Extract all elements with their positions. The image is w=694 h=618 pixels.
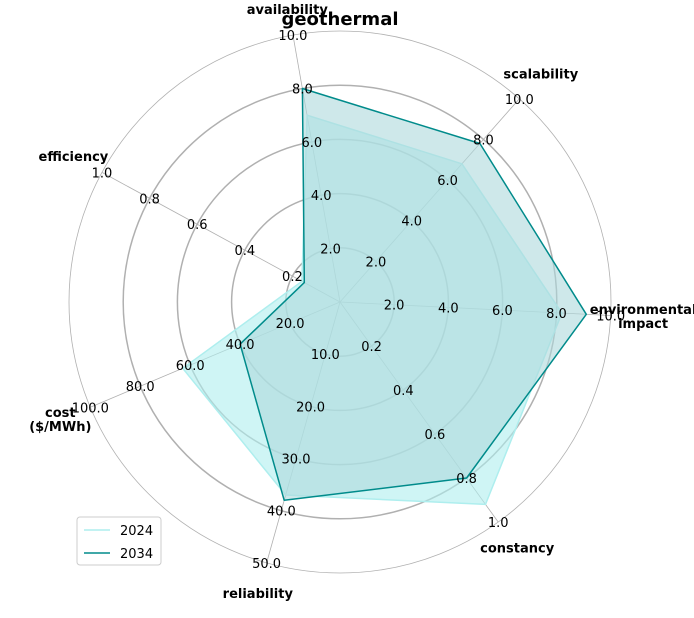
tick-label: 100.0 [72, 401, 109, 416]
tick-label: 0.2 [282, 270, 303, 285]
tick-label: 20.0 [276, 317, 305, 332]
tick-label: 6.0 [492, 304, 513, 319]
tick-label: 50.0 [252, 557, 281, 572]
axis-label-reliability: reliability [223, 587, 294, 602]
tick-label: 0.8 [456, 472, 477, 487]
tick-label: 0.6 [425, 428, 446, 443]
tick-label: 40.0 [226, 338, 255, 353]
axis-label-constancy: constancy [480, 541, 555, 556]
axis-label-resource-availability: resourceavailability [247, 0, 329, 18]
legend: 2024 2034 [76, 516, 162, 566]
tick-label: 40.0 [267, 505, 296, 520]
tick-label: 0.6 [187, 218, 208, 233]
tick-label: 2.0 [320, 243, 341, 258]
series-line-2034 [239, 87, 588, 502]
axis-label-cost-mwh: cost ($/MWh) [29, 406, 91, 435]
tick-label: 60.0 [176, 359, 205, 374]
tick-label: 8.0 [292, 83, 313, 98]
spoke-7 [101, 172, 341, 303]
grid-ring-5 [68, 30, 612, 574]
tick-label: 4.0 [311, 189, 332, 204]
tick-label: 20.0 [296, 400, 325, 415]
axis-label-efficiency: efficiency [39, 150, 109, 165]
tick-label: 1.0 [488, 516, 509, 531]
series-fill-2034 [240, 88, 587, 501]
tick-label: 0.8 [139, 192, 160, 207]
axis-label-scalability: scalability [503, 67, 578, 82]
tick-label: 10.0 [311, 348, 340, 363]
tick-label: 2.0 [366, 255, 387, 270]
tick-label-layer: 2.0 4.0 6.0 8.0 10.0 2.0 4.0 6.0 8.0 10.0 2.0 4.0 6.… [72, 29, 625, 572]
tick-label: 10.0 [596, 310, 625, 325]
tick-label: 6.0 [301, 136, 322, 151]
tick-label: 0.2 [361, 340, 382, 355]
tick-label: 8.0 [546, 307, 567, 322]
tick-label: 2.0 [384, 299, 405, 314]
legend-label-2024: 2024 [120, 524, 153, 539]
tick-label: 1.0 [92, 166, 113, 181]
tick-label: 10.0 [278, 29, 307, 44]
axis-label-layer: resourceavailability scalability environme… [29, 0, 694, 602]
tick-label: 0.4 [393, 384, 414, 399]
tick-label: 4.0 [401, 215, 422, 230]
tick-label: 80.0 [126, 380, 155, 395]
tick-label: 8.0 [473, 133, 494, 148]
legend-label-2034: 2034 [120, 547, 153, 562]
tick-label: 0.4 [234, 244, 255, 259]
chart-title: geothermal [281, 9, 398, 30]
tick-label: 6.0 [437, 174, 458, 189]
axis-label-environmental-impact: environmental impact [590, 303, 694, 332]
tick-label: 4.0 [438, 301, 459, 316]
tick-label: 30.0 [282, 453, 311, 468]
tick-label: 10.0 [505, 93, 534, 108]
series-layer [181, 87, 588, 506]
